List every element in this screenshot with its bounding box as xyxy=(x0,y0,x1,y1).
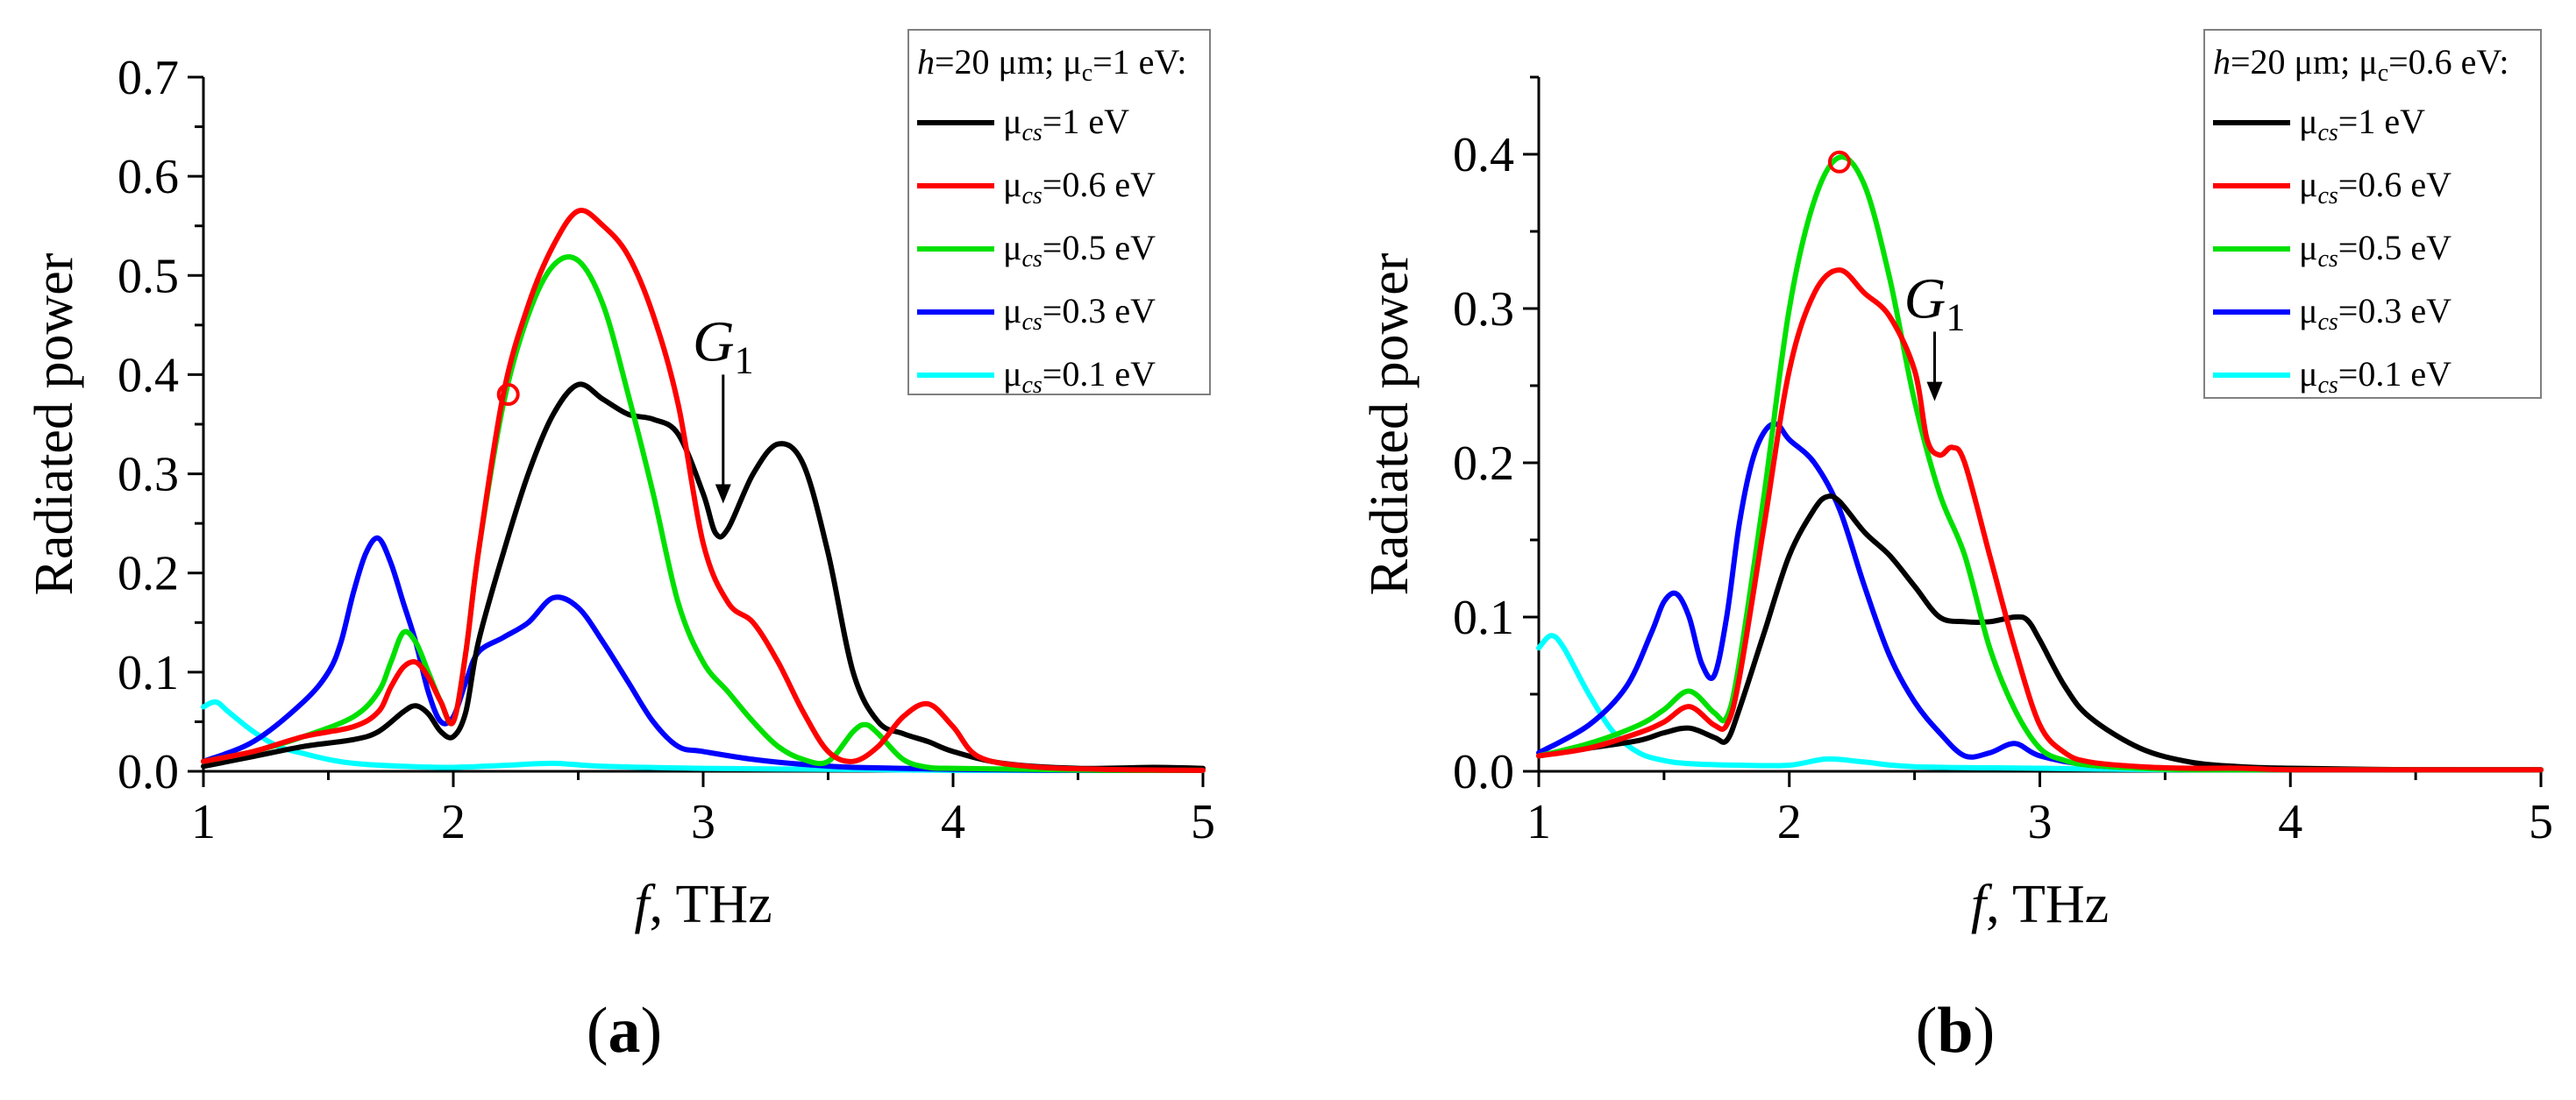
legend-entry-label: μcs=0.3 eV xyxy=(1003,291,1156,336)
legend-box xyxy=(907,29,1211,395)
annotation-g1: G1 xyxy=(693,309,754,381)
x-tick-label: 4 xyxy=(2278,795,2302,849)
x-tick-label: 1 xyxy=(1526,795,1551,849)
x-tick-label: 5 xyxy=(1191,795,1215,849)
series-line-03ev xyxy=(1536,421,2544,773)
x-tick-label: 4 xyxy=(941,795,965,849)
highlight-marker xyxy=(1827,150,1851,174)
annotation-g1: G1 xyxy=(1904,266,1966,338)
series-line-1ev xyxy=(201,381,1206,771)
legend-entry-label: μcs=1 eV xyxy=(2299,102,2425,146)
panel-a: 1 2 3 4 5 0.0 0.1 0.2 0.3 0.4 0.5 0.6 0.7 f, THz Radia… xyxy=(25,29,1215,1067)
y-tick-label: 0.0 xyxy=(1453,745,1514,799)
panel-b: 1 2 3 4 5 0.0 0.1 0.2 0.3 0.4 f, THz Radiated power… xyxy=(1360,29,2553,1067)
panel-label: (b) xyxy=(1916,995,1995,1067)
legend-entry-label: μcs=0.6 eV xyxy=(2299,165,2451,209)
legend-entry-label: μcs=0.1 eV xyxy=(1003,354,1156,399)
x-tick-label: 3 xyxy=(691,795,715,849)
y-tick-label: 0.0 xyxy=(117,745,179,799)
panel-label: (a) xyxy=(587,995,662,1067)
y-tick-label: 0.1 xyxy=(1453,591,1514,645)
x-tick-label: 3 xyxy=(2028,795,2053,849)
x-axis-title: f, THz xyxy=(1971,875,2109,934)
legend: h=20 μm; μc=1 eV: μcs=1 eV μcs=0.6 eV μcs=0… xyxy=(907,29,1211,399)
legend-entry-label: μcs=1 eV xyxy=(1003,102,1129,146)
legend-entry-label: μcs=0.3 eV xyxy=(2299,291,2451,336)
y-tick-label: 0.6 xyxy=(117,150,179,204)
y-axis-title: Radiated power xyxy=(25,252,84,595)
x-tick-label: 2 xyxy=(441,795,466,849)
legend: h=20 μm; μc=0.6 eV: μcs=1 eV μcs=0.6 eV μcs… xyxy=(2203,29,2542,399)
legend-box xyxy=(2203,29,2542,399)
series-line-06ev xyxy=(201,208,1206,773)
y-tick-label: 0.1 xyxy=(117,646,179,700)
x-tick-label: 2 xyxy=(1777,795,1802,849)
y-tick-label: 0.4 xyxy=(117,348,179,402)
legend-entry-label: μcs=0.1 eV xyxy=(2299,354,2451,399)
legend-entry-label: μcs=0.5 eV xyxy=(2299,228,2451,273)
y-tick-label: 0.5 xyxy=(117,249,179,303)
highlight-marker xyxy=(496,383,520,407)
series-line-1ev xyxy=(1536,493,2544,773)
y-tick-label: 0.4 xyxy=(1453,128,1514,182)
y-tick-label: 0.3 xyxy=(1453,282,1514,337)
annotation-arrow-head xyxy=(715,484,731,504)
x-tick-label: 5 xyxy=(2529,795,2553,849)
y-tick-label: 0.3 xyxy=(117,448,179,502)
y-tick-label: 0.2 xyxy=(117,547,179,601)
series-line-06ev xyxy=(1536,267,2544,773)
series-line-03ev xyxy=(201,535,1206,773)
legend-entry-label: μcs=0.5 eV xyxy=(1003,228,1156,273)
annotation-arrow-head xyxy=(1926,381,1943,401)
legend-header: h=20 μm; μc=0.6 eV: xyxy=(2213,42,2508,87)
y-tick-label: 0.7 xyxy=(117,51,179,105)
x-axis-title: f, THz xyxy=(634,875,772,934)
series-line-01ev xyxy=(201,699,1206,773)
x-tick-label: 1 xyxy=(191,795,216,849)
legend-entry-label: μcs=0.6 eV xyxy=(1003,165,1156,209)
legend-header: h=20 μm; μc=1 eV: xyxy=(917,42,1186,87)
y-tick-label: 0.2 xyxy=(1453,436,1514,491)
y-axis-title: Radiated power xyxy=(1360,252,1420,595)
